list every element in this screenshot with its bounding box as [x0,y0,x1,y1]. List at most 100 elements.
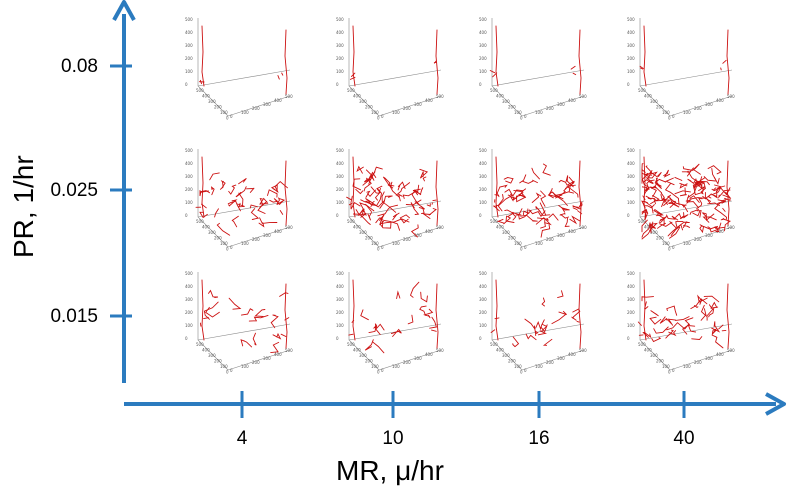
y-tick-label: 100 [241,364,249,369]
vessel-network [346,156,439,238]
vessel-segment [405,199,422,206]
z-tick-label: 100 [185,200,193,205]
vessel-segment [201,25,205,87]
z-tick-label: 200 [336,187,344,192]
vessel-segment [535,206,541,213]
vessel-segment [561,207,570,213]
vessel-segment [495,25,499,87]
vessel-segment [407,314,414,325]
vessel-segment [496,218,505,224]
y-tick-label: 100 [683,110,691,115]
vessel-segment [670,226,680,236]
x-tick-label: 300 [502,353,510,358]
z-tick-label: 0 [479,213,482,218]
vessel-segment [654,181,662,190]
vessel-segment [246,187,255,193]
vessel-network [349,25,439,95]
vessel-segment [279,292,289,297]
vessel-segment [381,191,397,213]
vessel-segment [513,192,527,201]
vessel-segment [249,204,258,209]
x-tick-label: 300 [208,99,216,104]
vessel-segment [412,184,421,192]
vessel-segment [390,328,402,337]
y-tick-label: 300 [263,356,271,361]
z-tick-label: 200 [185,187,193,192]
y-tick-label-0.08: 0.08 [61,56,98,77]
vessel-segment [702,212,715,221]
vessel-segment [707,165,722,175]
vessel-segment [269,198,280,205]
vessel-segment [675,221,684,229]
panel-axes [197,272,291,371]
vessel-segment [435,29,439,95]
vessel-segment [351,72,356,77]
vessel-segment [707,202,721,207]
vessel-segment [674,190,691,195]
vessel-segment [578,29,582,95]
x-tick-label: 0 [377,247,380,252]
vessel-segment [641,186,648,192]
vessel-segment [505,215,515,223]
vessel-segment [498,194,512,206]
x-tick-label: 400 [353,94,361,99]
y-tick-label: 300 [557,102,565,107]
vessel-segment [547,191,554,199]
y-axis-arrowhead [112,0,136,21]
vessel-segment [355,209,371,225]
vessel-segment [540,224,551,238]
y-tick-label: 0 [524,114,527,119]
vessel-segment [399,214,410,224]
z-tick-label: 300 [627,43,635,48]
network-panel-pr-0.025-mr-10: 500 400 300 200 100 0 500 400 300 200 100 0 0 100 200 3… [333,143,453,251]
vessel-segment [524,318,536,330]
z-tick-label: 300 [185,297,193,302]
vessel-segment [639,65,644,69]
vessel-segment [666,305,678,316]
vessel-segment [687,324,697,333]
vessel-segment [199,322,202,327]
vessel-segment [367,211,372,221]
z-tick-label: 100 [479,200,487,205]
x-tick-label: 100 [220,241,228,246]
z-tick-label: 0 [336,336,339,341]
vessel-segment [429,316,437,329]
vessel-segment [641,219,648,233]
vessel-segment [355,188,364,195]
vessel-segment [379,218,410,225]
vessel-segment [689,195,700,203]
z-tick-label: 200 [336,56,344,61]
vessel-segment [522,179,538,184]
z-tick-label: 500 [185,271,193,276]
vessel-segment [496,184,508,198]
vessel-segment [706,304,714,317]
vessel-segment [654,177,667,183]
y-tick-label: 100 [392,110,400,115]
x-tick-label: 0 [226,247,229,252]
vessel-segment [378,214,385,221]
vessel-network [637,279,730,349]
vessel-segment [537,330,547,336]
z-tick-label: 300 [627,174,635,179]
vessel-segment [651,337,662,343]
z-tick-label: 200 [479,187,487,192]
vessel-segment [569,215,581,225]
x-tick-label: 200 [365,236,373,241]
vessel-segment [578,160,582,226]
y-tick-label: 500 [579,225,587,230]
vessel-segment [201,203,207,209]
network-panel-pr-0.08-mr-16: 500 400 300 200 100 0 500 400 300 200 100 0 0 100 200 3… [476,12,596,120]
vessel-segment [572,308,581,319]
vessel-segment [351,319,355,323]
y-tick-label: 400 [568,352,576,357]
vessel-segment [650,171,662,178]
vessel-segment [377,204,399,217]
vessel-segment [558,310,567,316]
y-tick-label: 300 [705,102,713,107]
x-tick-label: 200 [365,359,373,364]
x-tick-label: 300 [208,230,216,235]
vessel-network [641,156,732,240]
x-axis-title: MR, μ/hr [336,455,444,486]
vessel-segment [641,221,654,240]
y-tick-label: 300 [414,102,422,107]
